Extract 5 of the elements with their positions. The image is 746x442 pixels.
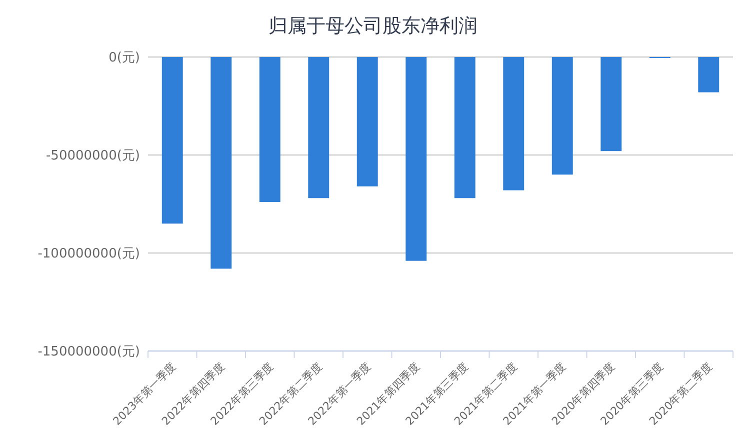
chart-title: 归属于母公司股东净利润 <box>268 15 478 37</box>
y-tick-label: -50000000(元) <box>46 148 140 164</box>
y-tick-label: -150000000(元) <box>38 344 140 360</box>
y-tick-label: -100000000(元) <box>38 246 140 262</box>
y-tick-label: 0(元) <box>108 50 140 66</box>
